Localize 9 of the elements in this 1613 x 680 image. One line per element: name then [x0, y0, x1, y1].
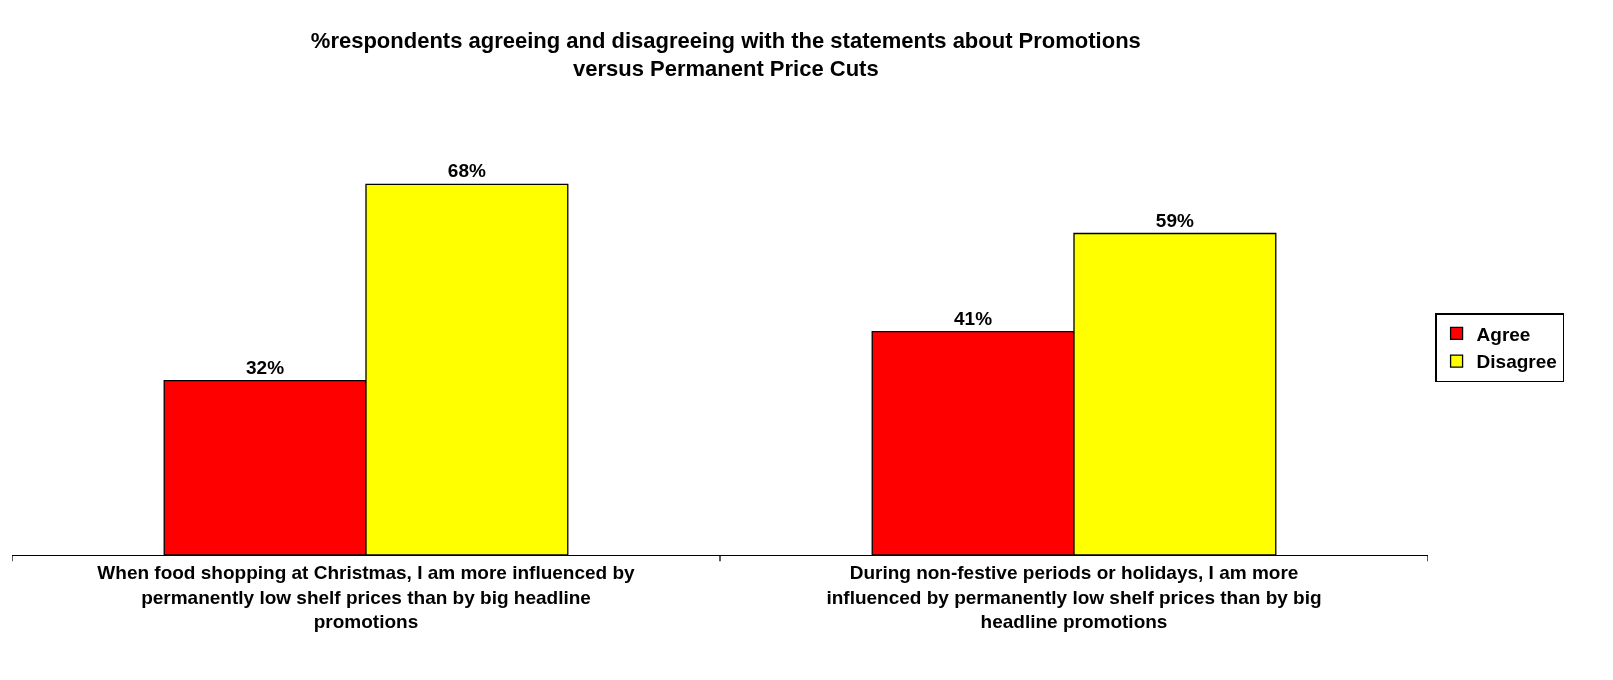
x-tick-label: When food shopping at Christmas, I am more influenced by permanently low shelf prices than by big headline promotions [97, 561, 636, 633]
legend-label: Agree [1476, 323, 1531, 345]
x-tick-label: During non-festive periods or holidays, I am more influenced by permanently low shelf prices than by big headline promotions [826, 561, 1322, 633]
legend-label: Disagree [1476, 351, 1557, 373]
data-label: 32% [246, 356, 285, 378]
data-label: 68% [447, 160, 486, 182]
data-label: 59% [1155, 209, 1194, 231]
data-label: 41% [954, 307, 993, 329]
chart-title: %respondents agreeing and disagreeing with the statements about Promotions versus Permanent Price Cuts [310, 27, 1141, 82]
